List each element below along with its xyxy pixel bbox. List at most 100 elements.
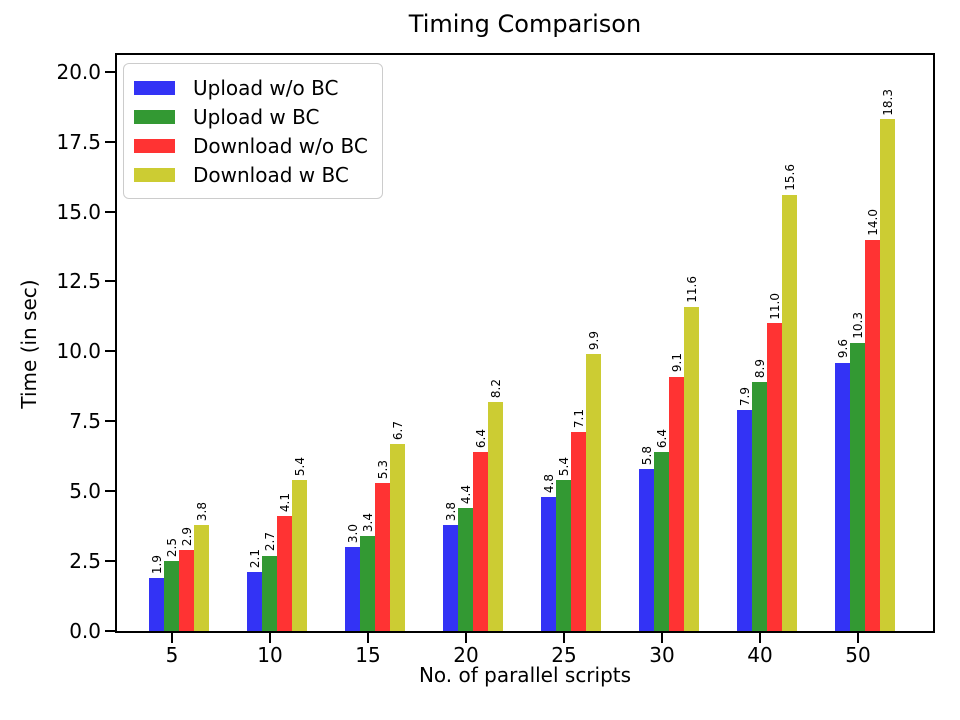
bar [149, 577, 164, 631]
bar-value-label: 8.9 [752, 359, 767, 379]
x-tick-label: 25 [551, 643, 577, 667]
bar-value-label: 6.7 [390, 420, 405, 440]
bar-value-label: 18.3 [880, 88, 895, 116]
y-tick-mark [105, 420, 115, 423]
y-tick-mark [105, 490, 115, 493]
bar [179, 549, 194, 631]
x-tick-mark [171, 633, 173, 643]
chart-title: Timing Comparison [408, 10, 642, 38]
bar-value-label: 11.6 [684, 275, 699, 303]
bar-value-label: 2.7 [262, 532, 277, 552]
y-tick-label: 10.0 [56, 339, 101, 364]
x-tick-label: 30 [649, 643, 675, 667]
x-tick-label: 50 [845, 643, 871, 667]
y-tick-label: 12.5 [56, 269, 101, 294]
bar-value-label: 3.4 [360, 512, 375, 532]
bar [684, 306, 699, 631]
legend-label: Download w/o BC [193, 133, 368, 158]
y-tick-mark [105, 630, 115, 632]
x-tick-label: 5 [165, 643, 179, 667]
bar [247, 572, 262, 631]
bar [556, 480, 571, 631]
bar [669, 376, 684, 631]
bar-value-label: 5.3 [375, 459, 390, 479]
y-tick-mark [105, 70, 115, 73]
x-tick-label: 10 [257, 643, 283, 667]
legend-swatch [134, 138, 175, 153]
bar-value-label: 3.8 [443, 501, 458, 521]
bar [360, 535, 375, 631]
bar [541, 496, 556, 631]
bar-value-label: 3.8 [194, 501, 209, 521]
bar [194, 524, 209, 631]
legend-item: Upload w/o BC [134, 73, 368, 102]
bar [571, 432, 586, 631]
bar [443, 524, 458, 631]
y-tick-mark [105, 560, 115, 563]
bar-value-label: 4.4 [458, 484, 473, 504]
bar-value-label: 1.9 [149, 554, 164, 574]
legend-label: Upload w/o BC [193, 75, 339, 100]
bar-value-label: 15.6 [782, 164, 797, 191]
y-tick-label: 2.5 [69, 549, 101, 574]
bar [375, 482, 390, 631]
bar [767, 323, 782, 631]
x-tick-mark [563, 633, 565, 643]
x-tick-mark [367, 633, 369, 643]
bar-value-label: 4.8 [541, 473, 556, 493]
bar [390, 443, 405, 631]
y-axis-label: Time (in sec) [17, 279, 41, 409]
bar [865, 239, 880, 631]
legend-label: Upload w BC [193, 104, 320, 129]
bar-value-label: 2.9 [179, 526, 194, 546]
x-tick-mark [857, 633, 859, 643]
bar-value-label: 9.6 [835, 339, 850, 359]
bar [880, 119, 895, 631]
bar-value-label: 7.9 [737, 387, 752, 407]
x-tick-mark [759, 633, 761, 643]
bar [835, 362, 850, 631]
legend-item: Download w BC [134, 160, 368, 189]
x-tick-label: 15 [355, 643, 381, 667]
bar [488, 401, 503, 631]
legend-item: Upload w BC [134, 102, 368, 131]
bar-value-label: 2.1 [247, 549, 262, 569]
y-tick-mark [105, 280, 115, 283]
y-tick-label: 5.0 [69, 479, 101, 504]
y-tick-label: 15.0 [56, 199, 101, 224]
bar [654, 452, 669, 631]
bar-value-label: 5.8 [639, 445, 654, 465]
x-tick-mark [661, 633, 663, 643]
y-tick-mark [105, 140, 115, 143]
bar-value-label: 6.4 [473, 428, 488, 449]
y-tick-mark [105, 210, 115, 213]
legend-swatch [134, 80, 175, 95]
y-tick-label: 20.0 [56, 59, 101, 84]
y-tick-mark [105, 350, 115, 353]
y-tick-label: 7.5 [69, 409, 101, 434]
bar [262, 555, 277, 631]
y-tick-label: 0.0 [69, 619, 101, 643]
bar [586, 354, 601, 631]
bar-value-label: 5.4 [292, 456, 307, 477]
legend: Upload w/o BC Upload w BC Download w/o BC D… [123, 63, 383, 199]
bar [737, 410, 752, 631]
bar [277, 516, 292, 631]
bar-value-label: 9.1 [669, 353, 684, 373]
bar [458, 507, 473, 631]
bar-value-label: 9.9 [586, 331, 601, 351]
bar-value-label: 14.0 [865, 208, 880, 236]
legend-item: Download w/o BC [134, 131, 368, 160]
bar-value-label: 7.1 [571, 409, 586, 429]
bar-value-label: 3.0 [345, 524, 360, 544]
bar-value-label: 2.5 [164, 538, 179, 558]
plot-area: 0.0 2.5 5.0 7.5 10.0 12.5 15.0 17.5 20.0 1.9 2.5 2… [56, 53, 935, 667]
bar [345, 547, 360, 631]
x-tick-label: 40 [747, 643, 773, 667]
bar-value-label: 6.4 [654, 428, 669, 449]
bar [473, 452, 488, 631]
bar-value-label: 8.2 [488, 378, 503, 398]
y-tick-label: 17.5 [56, 129, 101, 154]
bar-value-label: 10.3 [850, 312, 865, 339]
